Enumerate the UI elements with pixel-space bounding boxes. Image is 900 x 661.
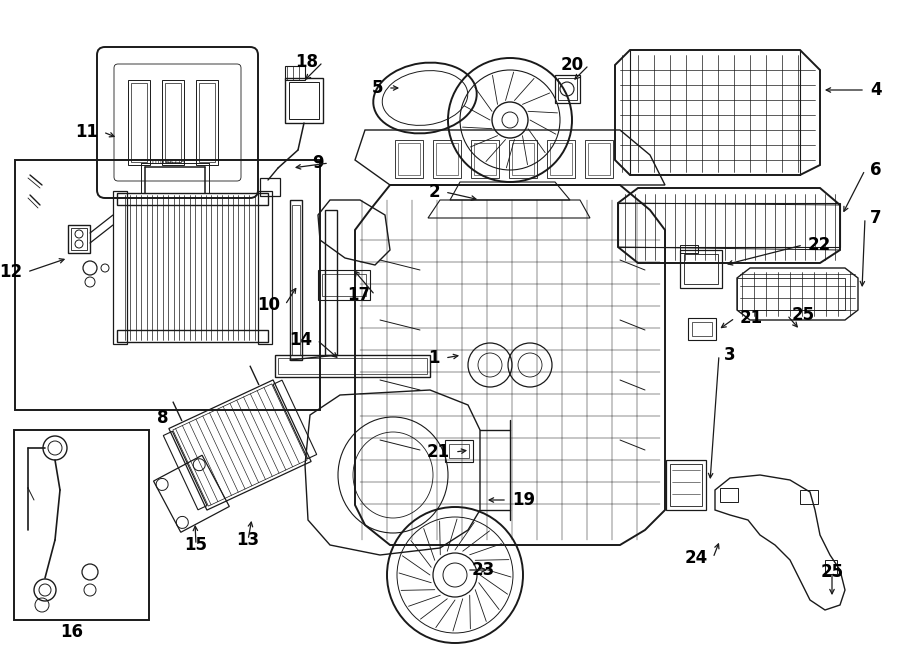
Bar xyxy=(395,140,423,178)
Bar xyxy=(398,143,420,175)
Bar xyxy=(680,245,698,253)
Bar xyxy=(290,200,302,360)
Text: 4: 4 xyxy=(870,81,882,99)
Bar xyxy=(585,140,613,178)
Bar xyxy=(471,140,499,178)
Text: 21: 21 xyxy=(740,309,763,327)
Bar xyxy=(550,143,572,175)
Bar xyxy=(445,440,473,462)
Bar xyxy=(258,191,272,344)
Text: 20: 20 xyxy=(561,56,584,74)
Bar xyxy=(558,78,577,100)
Bar xyxy=(14,430,149,620)
Bar xyxy=(684,254,718,284)
Bar xyxy=(325,210,337,355)
Bar xyxy=(285,78,323,123)
Text: 8: 8 xyxy=(158,409,169,427)
Bar xyxy=(800,490,818,504)
Bar xyxy=(278,358,427,374)
Text: 22: 22 xyxy=(808,236,832,254)
Text: 19: 19 xyxy=(512,491,535,509)
Text: 11: 11 xyxy=(75,123,98,141)
Text: 17: 17 xyxy=(346,286,370,304)
Text: 1: 1 xyxy=(428,349,440,367)
Bar xyxy=(199,83,215,162)
Text: 3: 3 xyxy=(724,346,735,364)
Bar xyxy=(720,488,738,502)
Bar xyxy=(113,191,127,344)
Bar xyxy=(154,455,230,532)
Bar xyxy=(737,278,845,310)
Bar xyxy=(275,355,430,377)
Bar xyxy=(474,143,496,175)
Bar xyxy=(131,83,147,162)
Text: 14: 14 xyxy=(289,331,312,349)
Bar xyxy=(163,431,207,510)
Bar xyxy=(512,143,534,175)
Bar xyxy=(173,384,307,506)
Text: 13: 13 xyxy=(237,531,259,549)
Text: 2: 2 xyxy=(428,183,440,201)
Bar xyxy=(670,464,702,506)
Bar xyxy=(273,380,317,459)
Bar xyxy=(509,140,537,178)
Text: 25: 25 xyxy=(821,563,843,581)
Bar xyxy=(71,228,87,250)
Bar xyxy=(68,225,90,253)
Bar xyxy=(196,80,218,165)
Bar xyxy=(588,143,610,175)
Bar xyxy=(285,66,305,80)
Bar xyxy=(260,178,280,196)
Bar xyxy=(292,205,300,355)
Text: 15: 15 xyxy=(184,536,208,554)
Bar xyxy=(169,380,311,510)
Text: 9: 9 xyxy=(312,154,324,172)
Text: 5: 5 xyxy=(372,79,383,97)
Text: 10: 10 xyxy=(257,296,280,314)
Bar xyxy=(433,140,461,178)
Bar xyxy=(318,270,370,300)
Bar xyxy=(128,80,150,165)
Bar xyxy=(825,560,837,574)
Bar xyxy=(547,140,575,178)
Bar xyxy=(449,444,469,458)
Text: 21: 21 xyxy=(427,443,450,461)
Bar xyxy=(692,322,712,336)
Text: T10186715: T10186715 xyxy=(150,159,185,165)
Text: 25: 25 xyxy=(792,306,815,324)
Text: 23: 23 xyxy=(472,561,495,579)
Bar xyxy=(15,160,320,410)
Bar xyxy=(680,250,722,288)
Text: 24: 24 xyxy=(685,549,708,567)
Text: 12: 12 xyxy=(0,263,22,281)
Bar xyxy=(555,75,580,103)
Bar xyxy=(289,82,319,119)
Bar xyxy=(688,318,716,340)
Bar xyxy=(436,143,458,175)
Bar xyxy=(165,83,181,162)
Text: 6: 6 xyxy=(870,161,881,179)
Bar xyxy=(618,203,840,247)
Text: 16: 16 xyxy=(60,623,84,641)
Bar xyxy=(162,80,184,165)
Bar xyxy=(666,460,706,510)
Text: 18: 18 xyxy=(295,53,318,71)
Text: 7: 7 xyxy=(870,209,882,227)
Bar xyxy=(322,274,366,296)
